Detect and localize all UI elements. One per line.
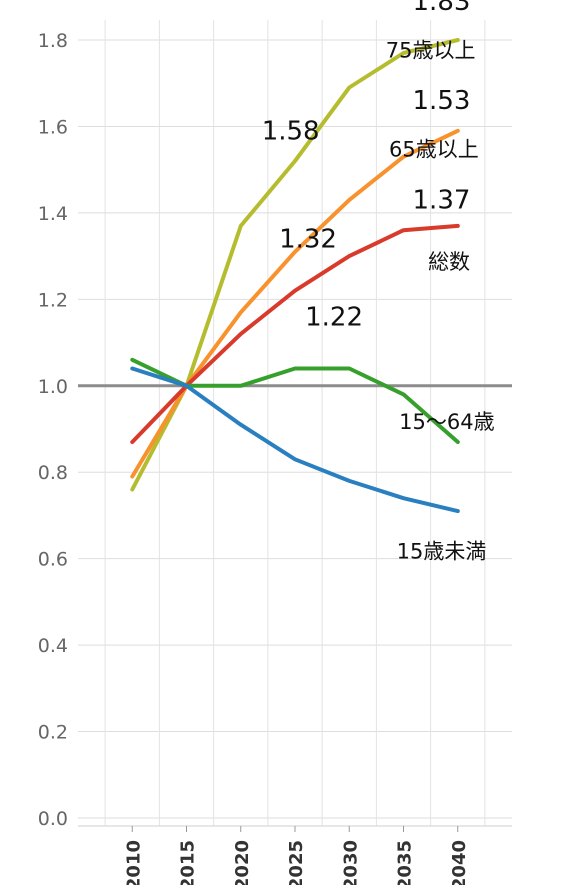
series-lines (130, 38, 460, 514)
series-name-label: 75歳以上 (386, 38, 476, 62)
x-tick-label: 2030 (340, 840, 361, 885)
value-annotation: 1.37 (413, 186, 471, 216)
x-tick-label: 2015 (178, 840, 199, 885)
y-tick-label: 0.4 (38, 635, 68, 657)
value-annotation: 1.83 (413, 0, 471, 17)
value-annotation: 1.22 (305, 302, 363, 332)
series-name-label: 15〜64歳 (399, 410, 494, 434)
value-annotation: 1.53 (413, 86, 471, 116)
series-name-label: 15歳未満 (397, 540, 487, 564)
y-tick-label: 1.4 (38, 203, 68, 225)
y-tick-label: 1.8 (38, 30, 68, 52)
y-tick-label: 1.2 (38, 289, 68, 311)
series-line (130, 366, 460, 514)
y-tick-label: 0.0 (38, 808, 68, 830)
x-tick-label: 2035 (395, 840, 416, 885)
y-tick-label: 0.8 (38, 462, 68, 484)
x-tick-label: 2010 (123, 840, 144, 885)
y-tick-label: 0.6 (38, 549, 68, 571)
value-annotation: 1.32 (279, 224, 337, 254)
y-tick-label: 0.2 (38, 722, 68, 744)
y-tick-label: 1.0 (38, 376, 68, 398)
x-tick-label: 2025 (286, 840, 307, 885)
y-tick-label: 1.6 (38, 116, 68, 138)
x-tick-label: 2020 (232, 840, 253, 885)
annotations: 1.83 75歳以上 1.53 65歳以上 1.37 総数 1.58 1.32 1.22 15〜6… (262, 0, 495, 564)
value-annotation: 1.58 (262, 116, 320, 146)
y-axis-ticks: 0.0 0.2 0.4 0.6 0.8 1.0 1.2 1.4 1.6 1.8 (38, 30, 68, 830)
series-name-label: 65歳以上 (389, 138, 479, 162)
x-axis-ticks: 2010 2015 2020 2025 2030 2035 2040 (123, 826, 470, 885)
x-tick-label: 2040 (449, 840, 470, 885)
series-name-label: 総数 (428, 250, 470, 274)
